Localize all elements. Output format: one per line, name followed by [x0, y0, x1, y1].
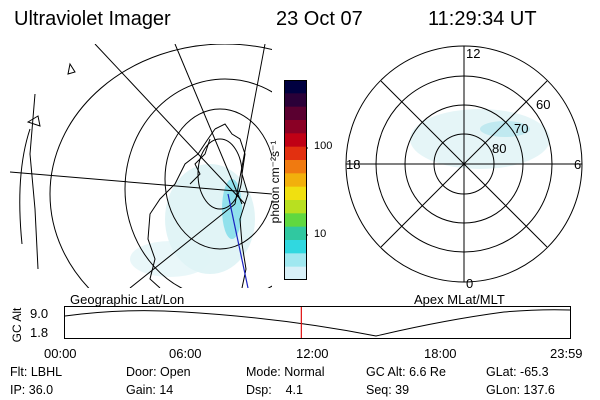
info-dsp: Dsp: 4.1: [246, 383, 303, 397]
mlt-label-6: 6: [574, 157, 582, 172]
time-label: 11:29:34 UT: [428, 8, 537, 30]
timeline-xtick-2359: 23:59: [550, 346, 583, 361]
lat-circle: [49, 44, 272, 288]
info-door: Door: Open: [126, 365, 191, 379]
info-glat: GLat: -65.3: [486, 365, 549, 379]
mlat-label-70: 70: [514, 121, 529, 136]
polar-plot: [345, 45, 583, 283]
colorbar-segment: [284, 266, 307, 280]
timeline-ytick-low: 1.8: [30, 325, 49, 340]
info-ip: IP: 36.0: [10, 383, 54, 397]
colorbar-segment: [284, 160, 307, 174]
colorbar-segment: [284, 186, 307, 201]
colorbar-segment: [284, 80, 307, 94]
colorbar-tick-100: 100: [314, 140, 333, 152]
colorbar-segment: [284, 240, 307, 254]
mlat-label-60: 60: [536, 97, 551, 112]
info-mode: Mode: Normal: [246, 365, 325, 379]
info-flt: Flt: LBHL: [10, 365, 63, 379]
satellite-track: [227, 193, 249, 288]
colorbar-segment: [284, 146, 307, 161]
colorbar-segment: [284, 173, 307, 188]
colorbar-segment: [284, 200, 307, 214]
colorbar-tick-10: 10: [314, 228, 327, 240]
coastline: [147, 123, 249, 288]
colorbar-segment: [284, 253, 307, 268]
mlt-label-0: 0: [466, 276, 474, 291]
geographic-label: Geographic Lat/Lon: [70, 292, 185, 307]
colorbar-unit-label: photon cm⁻²s⁻¹: [268, 140, 282, 224]
timeline-xtick-1200: 12:00: [296, 346, 329, 361]
colorbar-segment: [284, 213, 307, 228]
geographic-map: [10, 44, 272, 288]
colorbar-segment: [284, 106, 307, 121]
altitude-timeline: [64, 306, 571, 339]
mlt-label-12: 12: [466, 46, 481, 61]
info-seq: Seq: 39: [366, 383, 410, 397]
colorbar-segment: [284, 93, 307, 108]
altitude-curve: [64, 309, 571, 337]
info-gain: Gain: 14: [126, 383, 174, 397]
colorbar-segment: [284, 133, 307, 148]
lat-circle: [124, 78, 272, 288]
timeline-xtick-1800: 18:00: [424, 346, 457, 361]
colorbar-segment: [284, 120, 307, 134]
date-label: 23 Oct 07: [276, 8, 363, 30]
color-bar: [284, 80, 308, 280]
apex-label: Apex MLat/MLT: [414, 292, 505, 307]
mlat-label-80: 80: [492, 141, 507, 156]
info-gc-alt: GC Alt: 6.6 Re: [366, 365, 446, 379]
timeline-xtick-0600: 06:00: [169, 346, 202, 361]
lat-circle: [164, 108, 272, 250]
mlt-label-18: 18: [346, 157, 361, 172]
timeline-ytick-high: 9.0: [30, 306, 49, 321]
timeline-xtick-0000: 00:00: [44, 346, 77, 361]
info-glon: GLon: 137.6: [486, 383, 555, 397]
colorbar-segment: [284, 226, 307, 241]
timeline-axis-label: GC Alt: [10, 307, 24, 343]
instrument-title: Ultraviolet Imager: [14, 8, 171, 30]
